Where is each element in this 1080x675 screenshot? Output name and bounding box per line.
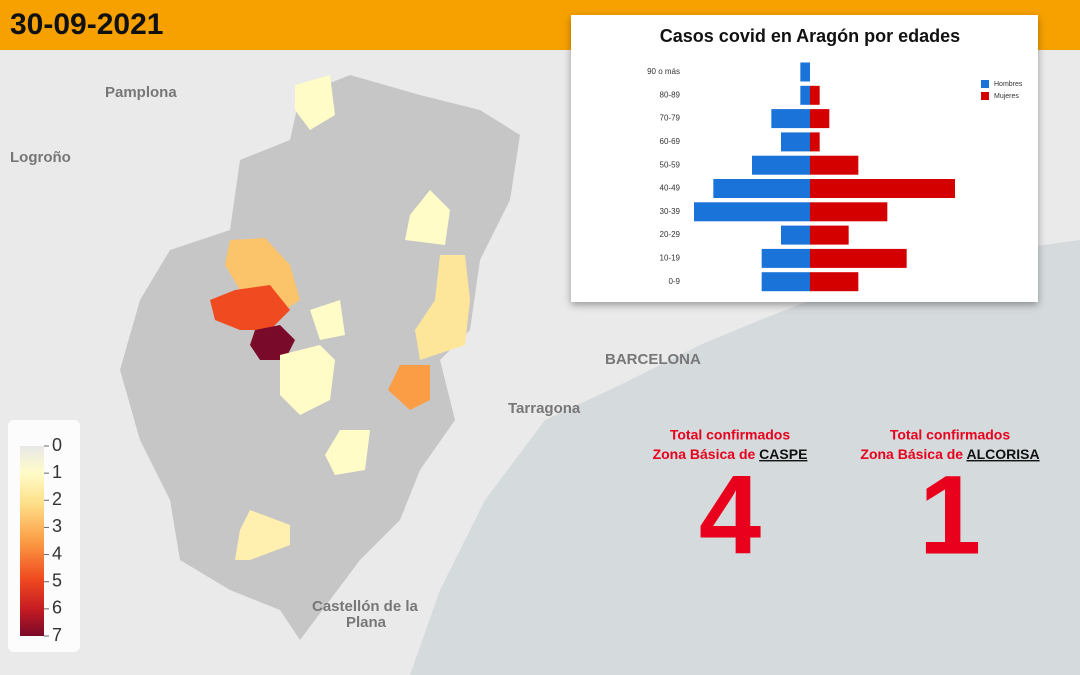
stat-subtitle-text: Zona Básica de xyxy=(653,446,756,462)
category-label: 80-89 xyxy=(660,90,681,99)
zone xyxy=(310,300,345,340)
legend-scale xyxy=(20,446,44,636)
stat-value: 1 xyxy=(919,453,981,578)
zone xyxy=(415,255,470,360)
zone xyxy=(325,430,370,475)
zone xyxy=(280,345,335,415)
place-label: Logroño xyxy=(10,149,71,166)
bar xyxy=(810,132,820,152)
bar xyxy=(761,272,810,292)
bar xyxy=(761,248,810,268)
zone xyxy=(235,510,290,560)
legend-label: 7 xyxy=(52,625,62,645)
zone xyxy=(250,325,295,360)
legend-swatch xyxy=(981,92,989,100)
bar xyxy=(800,62,810,82)
category-label: 70-79 xyxy=(660,114,681,123)
legend-label: Mujeres xyxy=(994,93,1019,100)
chart: 90 o más 80-89 70-79 60-69 50-59 40-49 30-39 20… xyxy=(647,62,1023,292)
stat-value: 4 xyxy=(699,453,761,578)
zone xyxy=(295,75,335,130)
category-label: 20-29 xyxy=(660,230,681,239)
place-label: Plana xyxy=(346,614,387,631)
bar xyxy=(713,179,810,198)
stat-zone: ALCORISA xyxy=(966,446,1039,462)
stat-zone: CASPE xyxy=(759,446,807,462)
bar xyxy=(781,225,810,245)
stat-subtitle: Zona Básica de ALCORISA xyxy=(860,446,1039,462)
category-label: 60-69 xyxy=(660,137,681,146)
legend-label: 6 xyxy=(52,598,62,618)
category-label: 50-59 xyxy=(660,160,681,169)
place-label: BARCELONA xyxy=(605,351,701,368)
bar xyxy=(810,109,830,129)
legend-label: Hombres xyxy=(994,81,1023,88)
bar xyxy=(810,85,820,105)
bar xyxy=(781,132,810,152)
map-sea xyxy=(410,240,1080,675)
legend-label: 1 xyxy=(52,462,62,482)
place-label: Castellón de la xyxy=(312,598,419,615)
legend-swatch xyxy=(981,80,989,88)
zone xyxy=(210,285,290,330)
bar xyxy=(752,155,810,175)
bar xyxy=(810,202,888,222)
bar xyxy=(810,248,907,268)
zones xyxy=(210,75,470,560)
category-label: 10-19 xyxy=(660,254,681,263)
category-label: 90 o más xyxy=(647,67,680,76)
zone xyxy=(388,365,430,410)
legend-label: 2 xyxy=(52,489,62,509)
date: 30-09-2021 xyxy=(10,8,163,41)
legend-label: 4 xyxy=(52,543,62,563)
category-label: 30-39 xyxy=(660,207,681,216)
legend-label: 3 xyxy=(52,516,62,536)
bar xyxy=(810,272,859,292)
bar xyxy=(810,179,955,198)
legend-label: 0 xyxy=(52,435,62,455)
bar xyxy=(771,109,810,129)
stat-subtitle: Zona Básica de CASPE xyxy=(653,446,808,462)
legend-label: 5 xyxy=(52,570,62,590)
legend-ticks: 0 1 2 3 4 5 6 7 xyxy=(44,435,62,645)
zone xyxy=(405,190,450,245)
bar xyxy=(810,225,849,245)
category-label: 0-9 xyxy=(668,277,680,286)
stat-title: Total confirmados xyxy=(890,427,1011,443)
place-label: Pamplona xyxy=(105,84,177,101)
category-label: 40-49 xyxy=(660,184,681,193)
stat-title: Total confirmados xyxy=(670,427,791,443)
bar xyxy=(694,202,810,222)
place-label: Tarragona xyxy=(508,400,581,417)
bar xyxy=(810,155,859,175)
stat-subtitle-text: Zona Básica de xyxy=(860,446,963,462)
bar xyxy=(800,85,810,105)
chart-title: Casos covid en Aragón por edades xyxy=(660,26,960,46)
